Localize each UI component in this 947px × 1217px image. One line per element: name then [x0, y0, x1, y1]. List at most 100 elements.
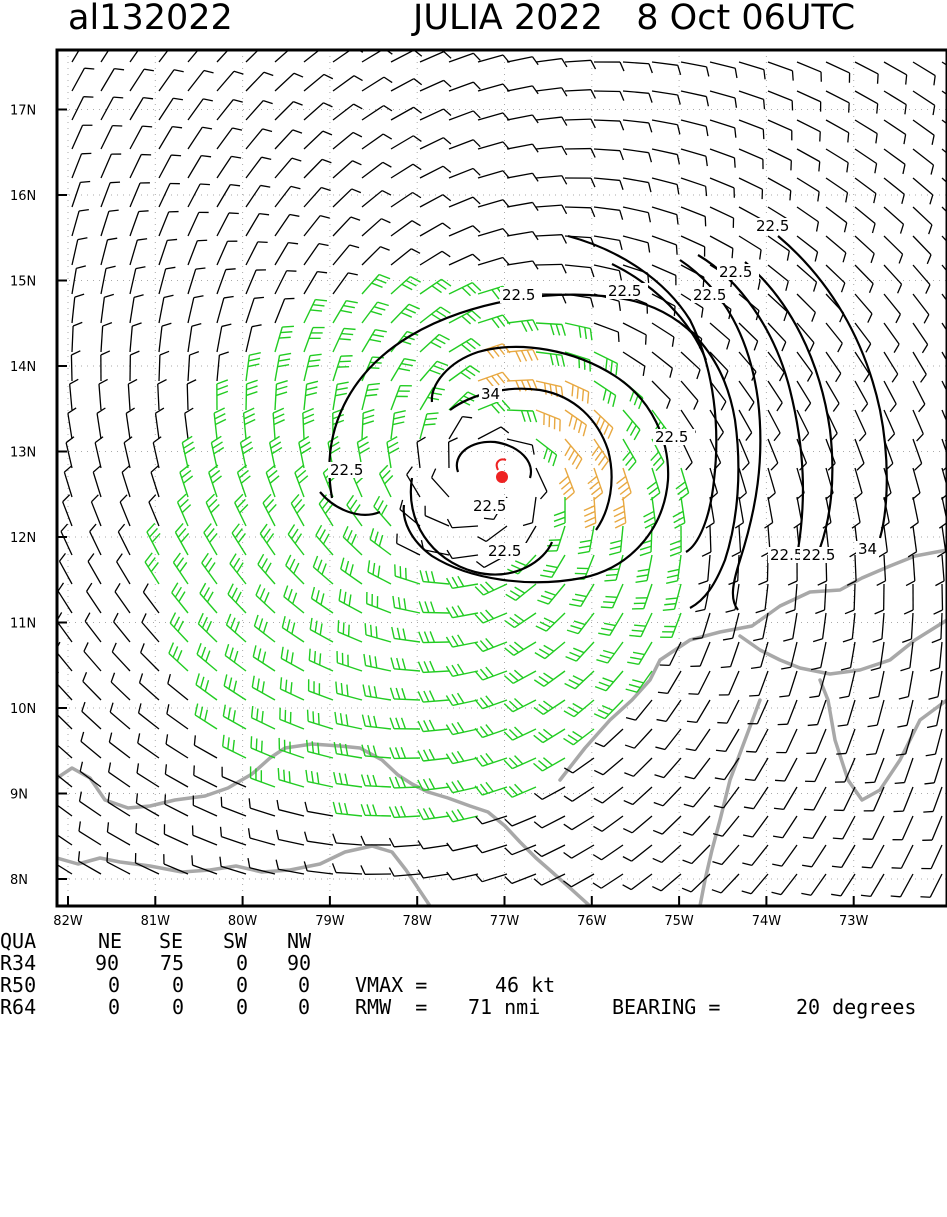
- barb-feather: [727, 340, 730, 349]
- wind-barb: [913, 236, 931, 264]
- barb-feather: [284, 770, 285, 782]
- barb-staff: [668, 671, 681, 693]
- wind-barb: [623, 816, 652, 833]
- wind-barb: [625, 729, 652, 748]
- barb-feather: [424, 750, 429, 760]
- barb-staff: [193, 835, 217, 845]
- barb-feather: [380, 247, 389, 251]
- barb-feather: [222, 324, 232, 326]
- wind-barb: [778, 700, 797, 725]
- barb-staff: [851, 642, 855, 668]
- lon-label: 77W: [490, 914, 520, 929]
- wind-barb: [624, 787, 652, 805]
- barb-feather: [195, 704, 198, 715]
- barb-feather: [288, 524, 294, 534]
- barb-feather: [536, 626, 547, 631]
- barb-feather: [802, 865, 812, 867]
- barb-staff: [623, 149, 649, 153]
- barb-staff: [723, 816, 739, 836]
- barb-feather: [246, 392, 257, 396]
- barb-feather: [293, 593, 297, 604]
- wind-barb: [594, 352, 617, 375]
- barb-feather: [458, 606, 464, 616]
- barb-staff: [423, 729, 449, 732]
- wind-barb: [188, 127, 212, 149]
- barb-staff: [902, 816, 913, 840]
- colombia-coast: [560, 550, 947, 780]
- wind-barb: [333, 802, 362, 816]
- wind-barb: [78, 851, 101, 874]
- wind-barb: [681, 178, 707, 196]
- wind-barb: [374, 496, 391, 526]
- wind-barb: [507, 57, 538, 65]
- barb-feather: [772, 864, 782, 866]
- barb-staff: [536, 323, 562, 324]
- barb-staff: [217, 156, 231, 178]
- barb-feather: [333, 802, 336, 813]
- barb-feather: [504, 732, 512, 740]
- barb-feather: [361, 836, 365, 845]
- wind-barb: [72, 322, 82, 352]
- barb-feather: [717, 723, 727, 724]
- wind-barb: [246, 380, 258, 410]
- wind-barb: [652, 91, 680, 104]
- wind-barb: [246, 325, 262, 352]
- wind-barb: [391, 411, 406, 439]
- barb-staff: [884, 323, 899, 344]
- barb-staff: [206, 502, 217, 526]
- barb-feather: [452, 723, 458, 733]
- barb-staff: [733, 613, 739, 638]
- barb-feather: [565, 684, 575, 689]
- barb-feather: [593, 855, 601, 860]
- barb-staff: [275, 384, 276, 410]
- wind-barb: [361, 804, 391, 816]
- barb-staff: [149, 502, 159, 526]
- barb-feather: [336, 682, 337, 694]
- wind-barb: [833, 816, 855, 839]
- barb-feather: [473, 254, 480, 261]
- barb-staff: [333, 104, 354, 120]
- barb-staff: [72, 268, 76, 294]
- barb-feather: [286, 680, 287, 692]
- barb-staff: [768, 91, 792, 101]
- wind-barb: [594, 700, 623, 719]
- barb-staff: [142, 622, 159, 642]
- wind-barb: [681, 91, 708, 106]
- wind-barb: [934, 584, 943, 614]
- wind-barb: [913, 294, 929, 323]
- barb-feather: [263, 101, 272, 104]
- barb-feather: [397, 628, 399, 639]
- wind-barb: [930, 642, 942, 671]
- barb-feather: [418, 721, 423, 732]
- barb-feather: [82, 702, 85, 711]
- barb-feather: [573, 703, 583, 709]
- barb-staff: [246, 72, 264, 91]
- barb-staff: [452, 555, 478, 558]
- barb-feather: [668, 569, 679, 572]
- wind-barb: [449, 311, 481, 324]
- barb-feather: [590, 329, 592, 341]
- barb-staff: [275, 102, 293, 120]
- barb-feather: [368, 715, 371, 726]
- wind-barb: [361, 836, 391, 845]
- barb-feather: [238, 533, 245, 542]
- barb-feather: [150, 528, 158, 537]
- barb-staff: [759, 671, 768, 695]
- barb-feather: [640, 552, 651, 556]
- barb-feather: [649, 487, 658, 494]
- barb-staff: [846, 729, 855, 753]
- wind-barb: [159, 98, 183, 120]
- barb-feather: [339, 339, 351, 340]
- barb-staff: [362, 106, 384, 120]
- wind-barb: [636, 555, 652, 582]
- barb-feather: [261, 185, 271, 187]
- wind-barb: [158, 380, 167, 410]
- wind-barb: [569, 584, 594, 606]
- wind-barb: [363, 684, 391, 700]
- barb-staff: [884, 178, 904, 194]
- barb-feather: [773, 836, 783, 838]
- barb-feather: [149, 495, 156, 502]
- barb-feather: [411, 249, 420, 254]
- wind-barb: [217, 100, 243, 120]
- barb-feather: [368, 384, 380, 385]
